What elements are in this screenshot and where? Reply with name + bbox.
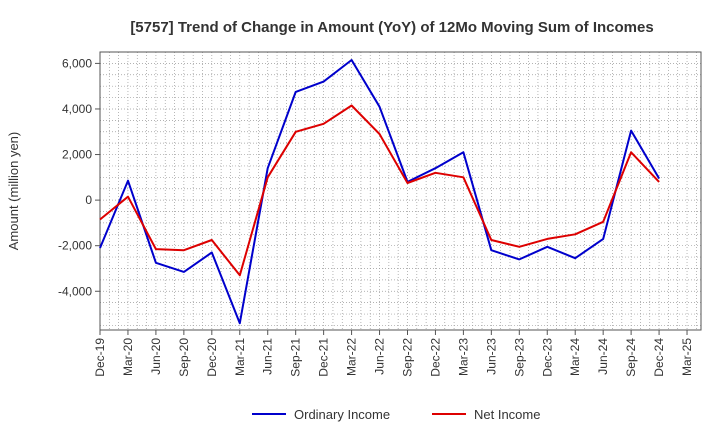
x-tick-label: Mar-21 xyxy=(233,338,247,376)
series-layer xyxy=(99,59,660,325)
x-tick-label: Dec-22 xyxy=(428,338,442,377)
x-tick-label: Jun-23 xyxy=(484,338,498,375)
y-axis-title: Amount (million yen) xyxy=(6,132,21,251)
grid xyxy=(99,51,701,330)
y-axis: -4,000 -2,000 0 2,000 4,000 6,000 xyxy=(58,56,100,298)
x-tick-label: Dec-21 xyxy=(317,338,331,377)
series-line-1 xyxy=(99,104,660,277)
x-tick-label: Sep-22 xyxy=(400,338,414,377)
x-tick-label: Dec-23 xyxy=(540,338,554,377)
y-tick-label: -4,000 xyxy=(58,284,92,298)
y-tick-label: 0 xyxy=(85,193,92,207)
x-axis: Dec-19 Mar-20 Jun-20 Sep-20 Dec-20 Mar-21 Jun-… xyxy=(93,330,694,377)
legend-label-0: Ordinary Income xyxy=(294,407,390,422)
plot-frame xyxy=(99,51,702,331)
x-tick-label: Mar-23 xyxy=(456,338,470,376)
y-tick-label: -2,000 xyxy=(58,239,92,253)
x-tick-label: Sep-24 xyxy=(624,338,638,377)
x-tick-label: Dec-19 xyxy=(93,338,107,377)
y-tick-label: 6,000 xyxy=(62,56,92,70)
x-tick-label: Mar-20 xyxy=(121,338,135,376)
legend-label-1: Net Income xyxy=(474,407,540,422)
x-tick-label: Mar-24 xyxy=(568,338,582,376)
x-tick-label: Sep-21 xyxy=(289,338,303,377)
x-tick-label: Jun-20 xyxy=(149,338,163,375)
x-tick-label: Mar-25 xyxy=(680,338,694,376)
y-tick-label: 4,000 xyxy=(62,102,92,116)
chart-title: [5757] Trend of Change in Amount (YoY) o… xyxy=(130,19,653,36)
x-tick-label: Jun-24 xyxy=(596,338,610,375)
x-tick-label: Dec-20 xyxy=(205,338,219,377)
x-tick-label: Sep-20 xyxy=(177,338,191,377)
x-tick-label: Dec-24 xyxy=(652,338,666,377)
x-tick-label: Mar-22 xyxy=(345,338,359,376)
x-tick-label: Jun-22 xyxy=(373,338,387,375)
x-tick-label: Sep-23 xyxy=(512,338,526,377)
x-tick-label: Jun-21 xyxy=(261,338,275,375)
series-line-0 xyxy=(99,59,660,325)
y-tick-label: 2,000 xyxy=(62,148,92,162)
legend: Ordinary Income Net Income xyxy=(252,407,540,422)
